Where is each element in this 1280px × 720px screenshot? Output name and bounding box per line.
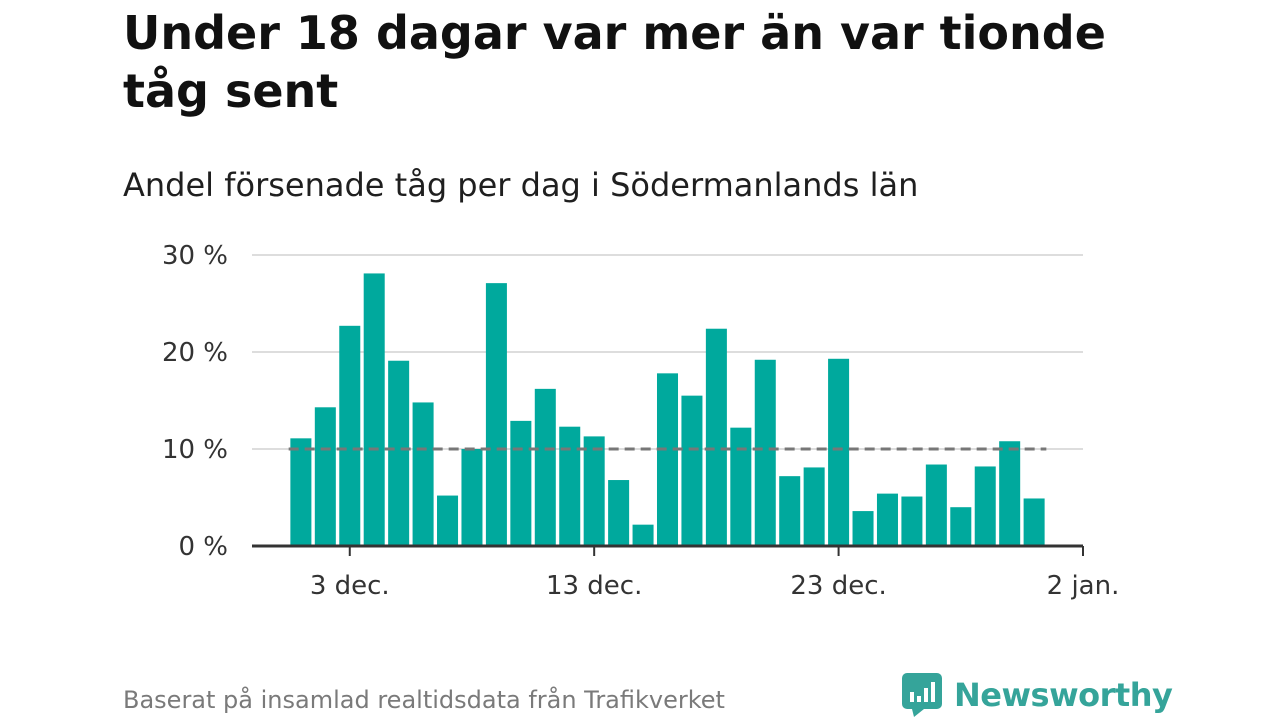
bar [1023, 498, 1045, 546]
bar [925, 464, 947, 546]
bar [779, 476, 801, 546]
chart-title: Under 18 dagar var mer än var tionde tåg… [123, 6, 1106, 118]
bar [461, 449, 483, 546]
newsworthy-chart-icon [902, 673, 942, 717]
bar [510, 420, 532, 546]
x-tick-label: 2 jan. [1047, 571, 1120, 601]
bar [828, 358, 850, 546]
bar [852, 511, 874, 546]
bar [974, 466, 996, 546]
x-tick-label: 3 dec. [310, 571, 390, 601]
brand-name: Newsworthy [954, 676, 1173, 714]
source-note: Baserat på insamlad realtidsdata från Tr… [123, 686, 725, 714]
y-tick-label: 0 % [178, 532, 228, 562]
bar [608, 480, 630, 546]
bar [437, 495, 459, 546]
newsworthy-logo[interactable]: Newsworthy [902, 670, 1173, 720]
y-tick-label: 20 % [162, 338, 228, 368]
bar [583, 436, 605, 546]
bar [730, 427, 752, 546]
bar [485, 283, 507, 546]
x-ticks [348, 546, 1084, 556]
bar [559, 426, 581, 546]
bar [656, 373, 679, 546]
x-tick-label: 23 dec. [790, 571, 886, 601]
bar [876, 493, 898, 546]
bar [754, 359, 776, 546]
bar [901, 496, 923, 546]
bars [290, 273, 1045, 546]
bar [388, 360, 410, 546]
bar [339, 325, 361, 546]
x-tick-labels: 3 dec. 13 dec. 23 dec. 2 jan. [310, 571, 1120, 601]
bar [681, 395, 703, 546]
x-tick-label: 13 dec. [546, 571, 642, 601]
chart-subtitle: Andel försenade tåg per dag i Södermanla… [123, 166, 919, 204]
bar [999, 441, 1021, 546]
bar [950, 507, 972, 546]
bar [290, 438, 312, 546]
y-tick-labels: 0 % 10 % 20 % 30 % [162, 241, 228, 562]
bar [705, 328, 727, 546]
bar [412, 402, 434, 546]
y-tick-label: 30 % [162, 241, 228, 271]
bar [363, 273, 385, 546]
y-tick-label: 10 % [162, 435, 228, 465]
bar [803, 467, 825, 546]
bar [632, 524, 654, 546]
bar [314, 407, 336, 546]
bar [534, 388, 556, 546]
